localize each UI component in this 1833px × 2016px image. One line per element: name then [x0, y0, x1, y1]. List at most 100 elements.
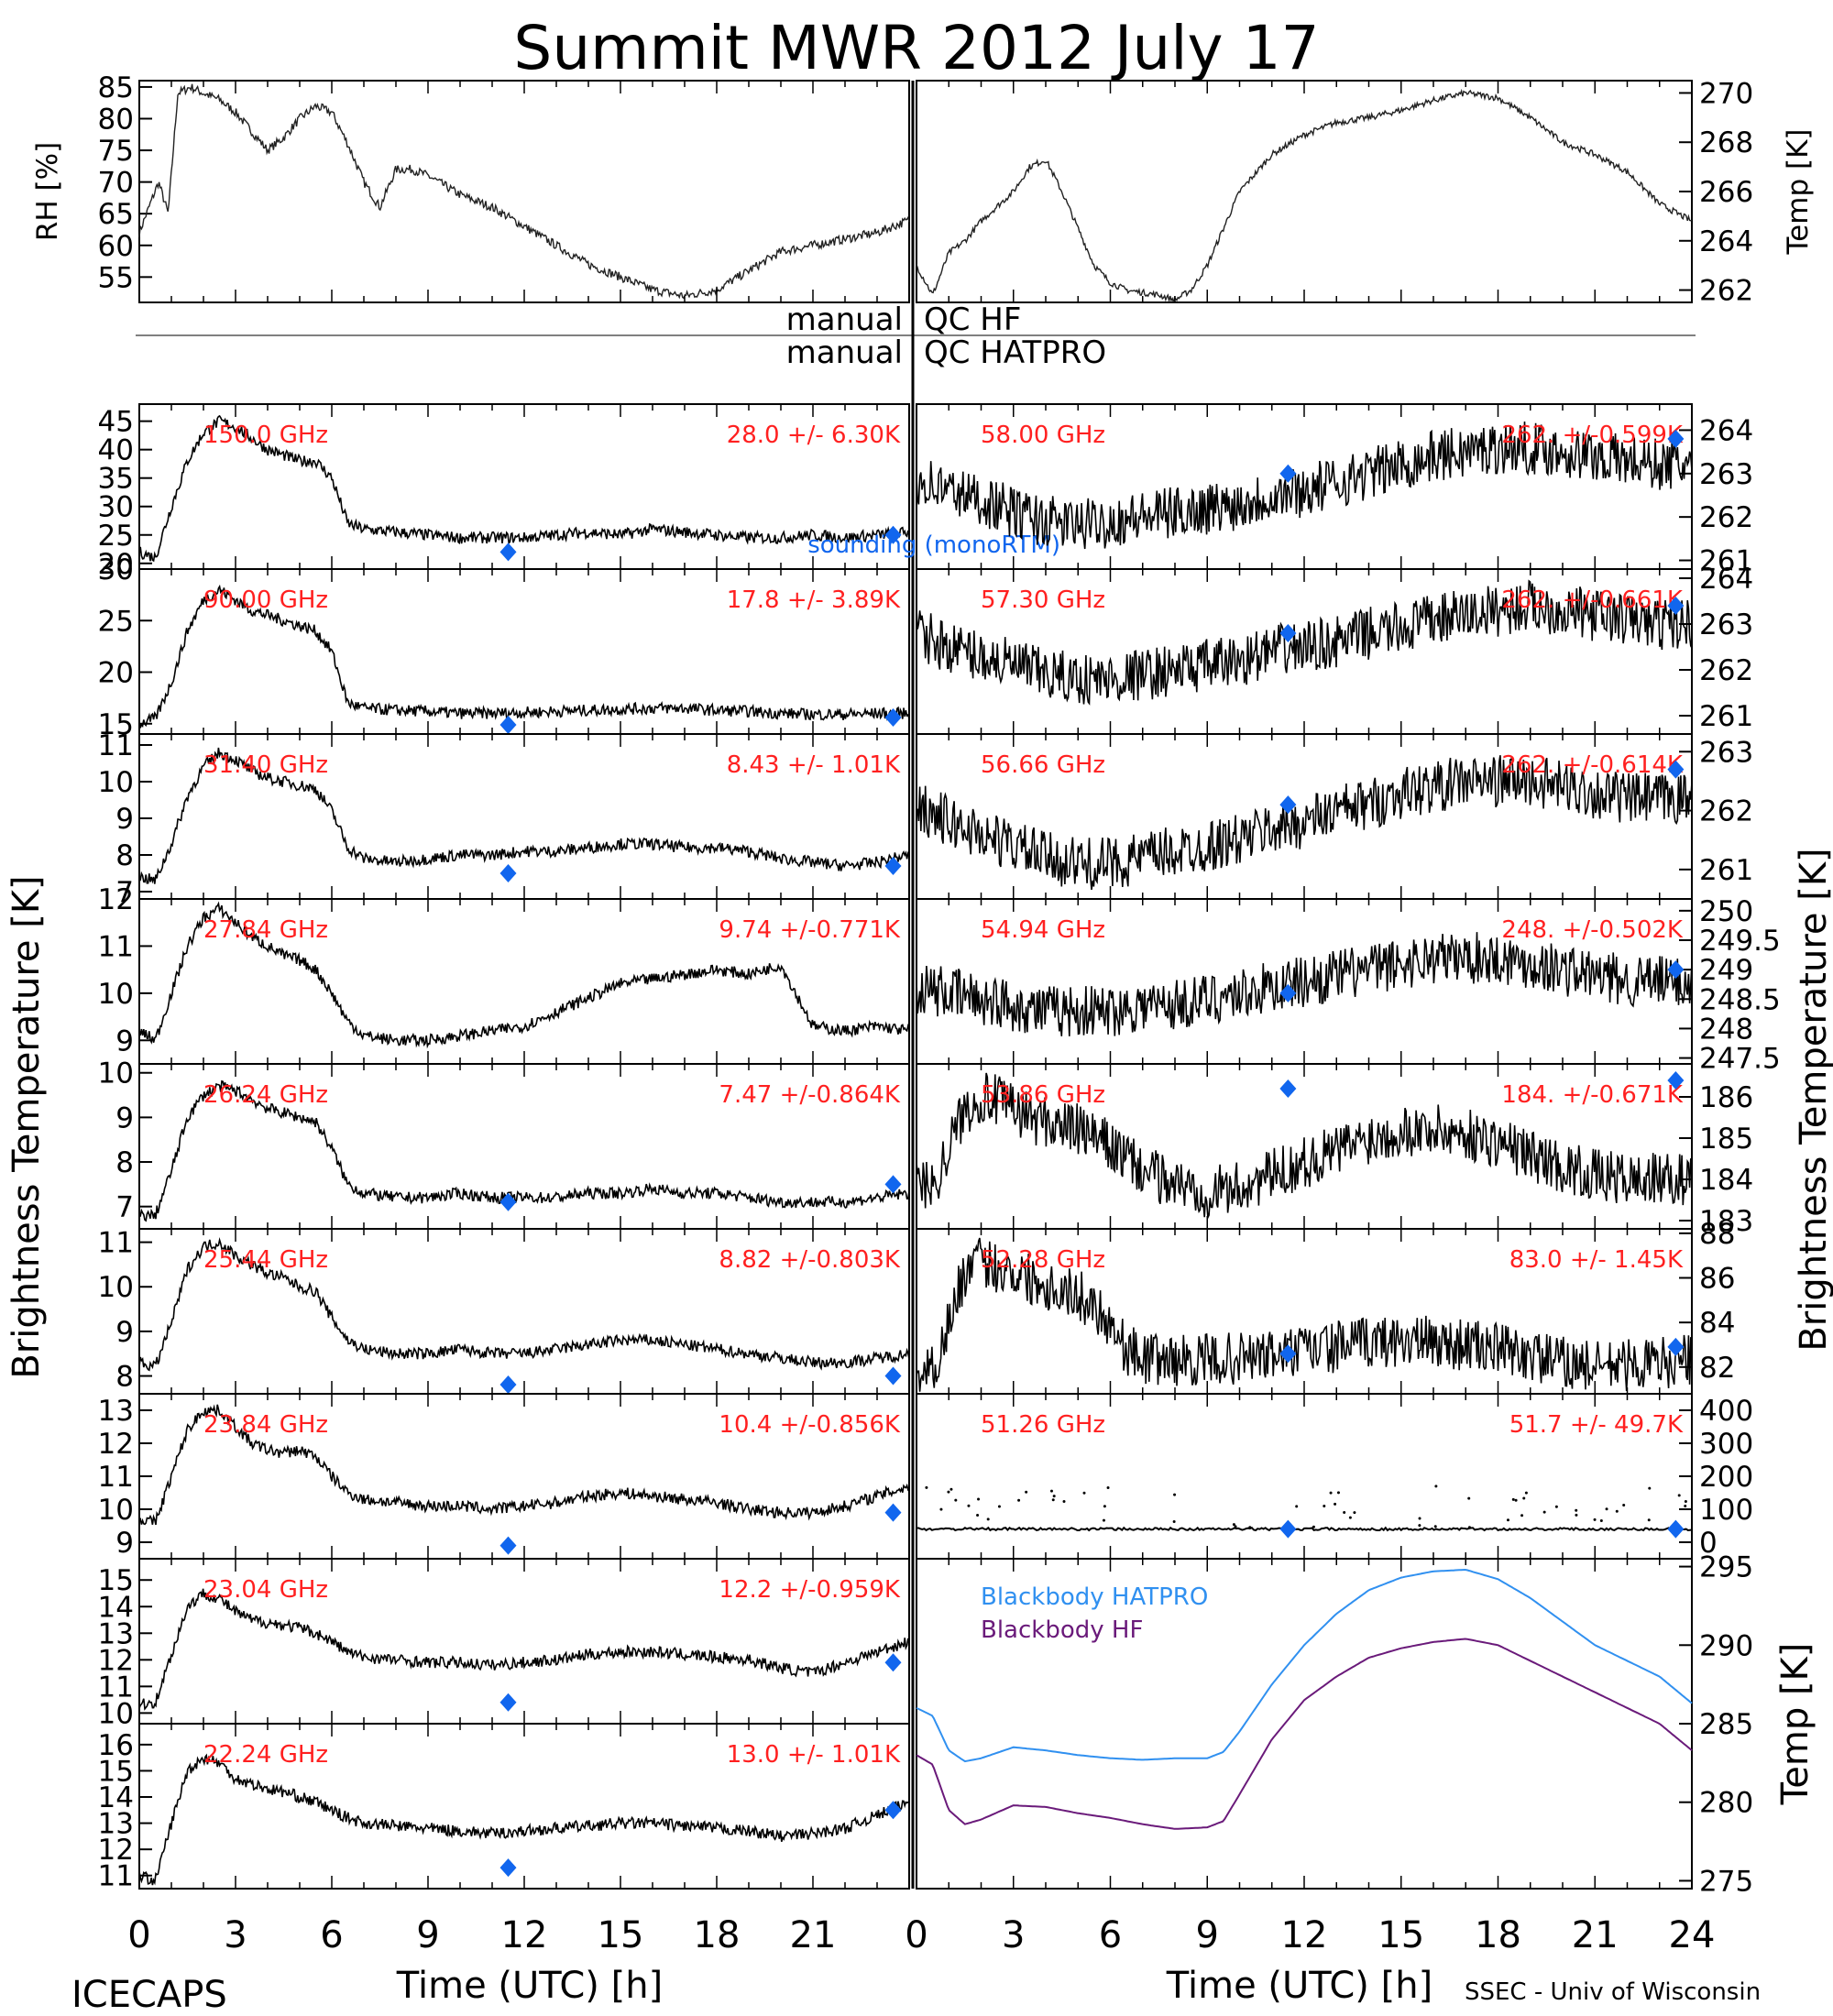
y-tick-label: 400: [1699, 1395, 1753, 1428]
x-axis-label-left: Time (UTC) [h]: [396, 1965, 663, 2007]
data-point: [1336, 1491, 1340, 1495]
data-point: [1506, 1518, 1509, 1522]
x-tick-label: 0: [127, 1914, 150, 1956]
data-point: [1062, 1499, 1066, 1503]
series-area: [139, 901, 909, 1049]
blackbody-axis-label: Temp [K]: [1774, 1643, 1817, 1806]
y-tick-label: 11: [98, 729, 134, 762]
series-area: [139, 1079, 909, 1222]
channel-label: 54.94 GHz: [981, 916, 1105, 944]
channel-label: 25.44 GHz: [203, 1246, 328, 1274]
sounding-marker: [1667, 1071, 1685, 1090]
y-tick-label: 11: [98, 1227, 134, 1260]
y-tick-label: 16: [98, 1729, 134, 1762]
y-tick-label: 262: [1699, 501, 1753, 534]
x-tick-label: 21: [1572, 1914, 1619, 1956]
sounding-marker: [1279, 983, 1297, 1003]
series-area: [139, 1237, 909, 1372]
panel-hat3: 261 262 263 56.66 GHz 262. +/-0.614K: [916, 733, 1753, 900]
data-point: [1467, 1526, 1471, 1529]
data-point: [1647, 1518, 1651, 1522]
figure-title: Summit MWR 2012 July 17: [513, 13, 1319, 83]
series-line: [139, 1753, 909, 1886]
data-point: [1554, 1505, 1558, 1508]
channel-label: 51.26 GHz: [981, 1411, 1105, 1439]
channel-label: 23.04 GHz: [203, 1576, 328, 1604]
data-point: [1575, 1508, 1578, 1512]
data-point: [1418, 1517, 1421, 1520]
y-tick-label: 262: [1699, 795, 1753, 828]
x-tick-label: 3: [224, 1914, 247, 1956]
sounding-marker: [1279, 1344, 1297, 1364]
x-tick-label: 6: [1099, 1914, 1122, 1956]
temp-axis-label: Temp [K]: [1782, 129, 1815, 256]
x-tick-label: 3: [1002, 1914, 1025, 1956]
y-axis-label-right: Brightness Temperature [K]: [1793, 848, 1833, 1351]
y-tick-label: 9: [115, 1527, 134, 1560]
panel-hat2: 261 262 263 264 57.30 GHz 262. +/-0.661K: [916, 563, 1753, 735]
y-tick-label: 10: [98, 978, 134, 1011]
y-tick-label: 248: [1699, 1013, 1753, 1046]
data-point: [1433, 1525, 1437, 1528]
x-tick-label: 0: [905, 1914, 927, 1956]
x-tick-label: 9: [1196, 1914, 1219, 1956]
channel-label: 56.66 GHz: [981, 751, 1105, 779]
y-tick-label: 184: [1699, 1164, 1753, 1197]
series-line: [916, 1072, 1692, 1221]
series-line: [916, 1568, 1693, 1763]
data-point: [967, 1504, 971, 1507]
series-area: [916, 1485, 1692, 1532]
panel-hat1: 261 262 263 264 58.00 GHz 262. +/-0.599K: [916, 403, 1753, 578]
data-point: [939, 1507, 943, 1511]
y-tick-label: 8: [115, 1146, 134, 1179]
series-line: [916, 932, 1692, 1036]
series-line: [139, 414, 909, 563]
sounding-marker: [1279, 795, 1297, 815]
y-tick-label: 45: [98, 406, 134, 439]
data-point: [1622, 1503, 1626, 1507]
x-tick-label: 24: [1669, 1914, 1716, 1956]
data-point: [1684, 1499, 1687, 1503]
series-area: [139, 584, 909, 729]
y-tick-label: 295: [1699, 1551, 1753, 1584]
y-tick-label: 65: [98, 198, 134, 231]
y-tick-label: 9: [115, 1024, 134, 1057]
panel-hat6: 82 84 86 88 52.28 GHz 83.0 +/- 1.45K: [916, 1218, 1735, 1395]
data-point: [1323, 1504, 1326, 1507]
series-line: [139, 1404, 909, 1526]
channel-label: 27.84 GHz: [203, 916, 328, 944]
channel-label: 22.24 GHz: [203, 1741, 328, 1769]
y-tick-label: 25: [98, 520, 134, 553]
y-tick-label: 186: [1699, 1081, 1753, 1114]
footer-right: SSEC - Univ of Wisconsin: [1465, 1978, 1761, 2006]
y-tick-label: 11: [98, 1461, 134, 1494]
x-tick-label: 12: [501, 1914, 548, 1956]
y-tick-label: 84: [1699, 1307, 1735, 1340]
data-point: [1103, 1505, 1106, 1508]
data-point: [1514, 1498, 1518, 1502]
y-tick-label: 30: [98, 553, 134, 586]
sounding-marker: [499, 1375, 517, 1394]
y-tick-label: 82: [1699, 1352, 1735, 1385]
data-point: [925, 1485, 928, 1489]
data-point: [1049, 1489, 1053, 1493]
series-line: [916, 1237, 1692, 1392]
y-tick-label: 8: [115, 1361, 134, 1394]
series-line: [916, 1638, 1693, 1830]
channel-label: 58.00 GHz: [981, 422, 1105, 449]
channel-stat: 262. +/-0.599K: [1501, 422, 1684, 449]
y-tick-label: 183: [1699, 1205, 1753, 1238]
data-point: [947, 1490, 950, 1494]
data-point: [1102, 1518, 1105, 1522]
y-tick-label: 261: [1699, 700, 1753, 733]
sounding-marker: [884, 1801, 902, 1820]
x-axis-label-right: Time (UTC) [h]: [1166, 1965, 1432, 2007]
y-tick-label: 262: [1699, 275, 1753, 308]
qc-hatpro-left: manual: [786, 334, 903, 371]
channel-stat: 13.0 +/- 1.01K: [727, 1741, 901, 1769]
y-tick-label: 11: [98, 930, 134, 963]
series-area: [916, 755, 1692, 890]
